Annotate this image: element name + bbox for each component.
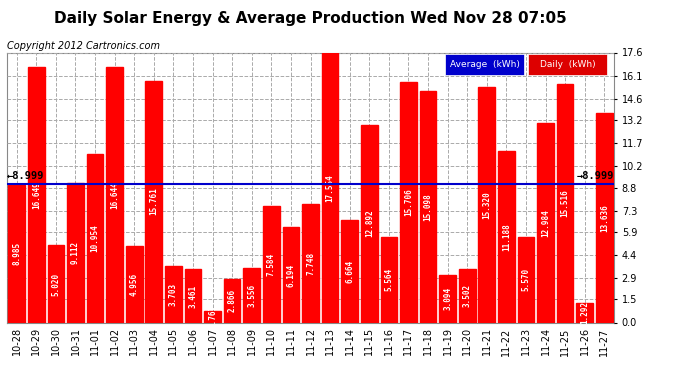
Text: 1.292: 1.292: [580, 301, 589, 324]
Text: Average  (kWh): Average (kWh): [450, 60, 520, 69]
Text: 16.644: 16.644: [110, 181, 119, 209]
Text: 7.748: 7.748: [306, 252, 315, 274]
Text: ←8.999: ←8.999: [7, 171, 44, 182]
Text: Daily Solar Energy & Average Production Wed Nov 28 07:05: Daily Solar Energy & Average Production …: [54, 11, 567, 26]
Bar: [400, 81, 417, 322]
Text: 3.703: 3.703: [169, 282, 178, 306]
Bar: [518, 237, 534, 322]
Bar: [204, 311, 221, 322]
Text: 13.636: 13.636: [600, 204, 609, 232]
Bar: [440, 275, 456, 322]
Text: Copyright 2012 Cartronics.com: Copyright 2012 Cartronics.com: [7, 41, 160, 51]
Text: 5.570: 5.570: [522, 268, 531, 291]
Bar: [8, 184, 25, 322]
Text: 3.461: 3.461: [188, 284, 197, 308]
Text: 10.954: 10.954: [90, 225, 99, 252]
Text: Daily  (kWh): Daily (kWh): [540, 60, 595, 69]
Text: 4.956: 4.956: [130, 273, 139, 296]
Bar: [302, 204, 319, 322]
Text: 12.984: 12.984: [541, 209, 550, 237]
Bar: [48, 246, 64, 322]
Text: 6.194: 6.194: [286, 263, 295, 286]
Text: 15.761: 15.761: [149, 188, 158, 216]
Text: 15.516: 15.516: [561, 190, 570, 217]
Text: 3.502: 3.502: [463, 284, 472, 307]
Text: 3.094: 3.094: [443, 287, 452, 310]
Bar: [263, 206, 279, 322]
Bar: [478, 87, 495, 322]
Bar: [283, 228, 299, 322]
Bar: [106, 67, 123, 322]
Text: 3.556: 3.556: [247, 284, 256, 307]
Text: 7.584: 7.584: [267, 253, 276, 276]
Bar: [67, 183, 83, 322]
Bar: [244, 268, 260, 322]
Text: 0.767: 0.767: [208, 305, 217, 328]
Bar: [361, 125, 377, 322]
Text: 6.664: 6.664: [345, 260, 354, 283]
Bar: [576, 303, 593, 322]
Bar: [557, 84, 573, 322]
Text: 5.564: 5.564: [384, 268, 393, 291]
Bar: [380, 237, 397, 322]
Text: 8.985: 8.985: [12, 242, 21, 265]
Bar: [146, 81, 162, 322]
Text: 2.866: 2.866: [228, 289, 237, 312]
Bar: [87, 154, 104, 322]
Bar: [459, 269, 475, 322]
Bar: [538, 123, 554, 322]
Bar: [342, 220, 358, 322]
Bar: [126, 246, 143, 322]
Text: 5.020: 5.020: [51, 272, 60, 296]
Text: 15.320: 15.320: [482, 191, 491, 219]
Text: 17.554: 17.554: [326, 174, 335, 202]
Text: 16.649: 16.649: [32, 181, 41, 209]
Text: 15.098: 15.098: [424, 193, 433, 220]
Bar: [498, 151, 515, 322]
Text: →8.999: →8.999: [577, 171, 614, 182]
Bar: [185, 269, 201, 322]
Text: 15.706: 15.706: [404, 188, 413, 216]
Bar: [596, 113, 613, 322]
Bar: [420, 91, 436, 322]
Text: 11.188: 11.188: [502, 223, 511, 251]
Bar: [224, 279, 241, 322]
Bar: [322, 53, 338, 322]
Bar: [28, 67, 45, 322]
Bar: [165, 266, 181, 322]
Text: 9.112: 9.112: [71, 241, 80, 264]
Text: 12.892: 12.892: [365, 210, 374, 237]
